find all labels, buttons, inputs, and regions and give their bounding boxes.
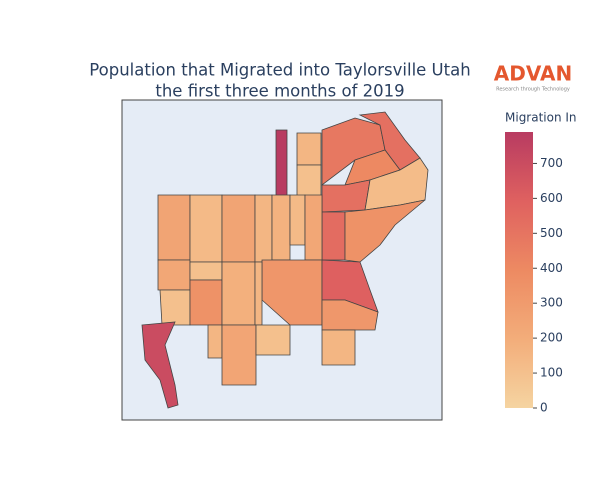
logo-tagline: Research through Technology: [496, 87, 570, 93]
colorbar-tick-label: 200: [540, 331, 563, 345]
region: [254, 261, 263, 326]
region: [189, 279, 223, 326]
region: [159, 289, 191, 326]
region: [344, 199, 426, 263]
colorbar-tick-label: 100: [540, 366, 563, 380]
chart-title: the first three months of 2019: [155, 82, 404, 101]
region: [221, 194, 256, 263]
region: [296, 132, 322, 166]
colorbar-tick-label: 400: [540, 261, 563, 275]
region: [289, 194, 306, 246]
colorbar-tick-label: 600: [540, 191, 563, 205]
region: [304, 194, 323, 261]
region: [254, 194, 273, 263]
region: [221, 324, 257, 386]
region: [321, 211, 346, 261]
region: [141, 321, 179, 409]
region: [157, 259, 191, 291]
chart-title: Population that Migrated into Taylorsvil…: [89, 61, 470, 80]
region: [321, 179, 371, 213]
region: [271, 194, 291, 261]
region: [296, 164, 322, 198]
colorbar-tick-label: 300: [540, 296, 563, 310]
region: [221, 261, 256, 326]
region: [157, 194, 191, 261]
region: [207, 324, 223, 359]
region: [321, 299, 379, 331]
colorbar-tick-label: 0: [540, 401, 548, 415]
colorbar-title: Migration In: [505, 111, 577, 125]
colorbar-tick-label: 700: [540, 156, 563, 170]
region: [321, 329, 356, 366]
colorbar-tick-label: 500: [540, 226, 563, 240]
region: [255, 324, 291, 356]
logo: ADVAN: [494, 62, 572, 86]
region: [189, 261, 223, 281]
region: [189, 194, 223, 263]
region: [275, 129, 288, 201]
colorbar: [505, 132, 533, 408]
